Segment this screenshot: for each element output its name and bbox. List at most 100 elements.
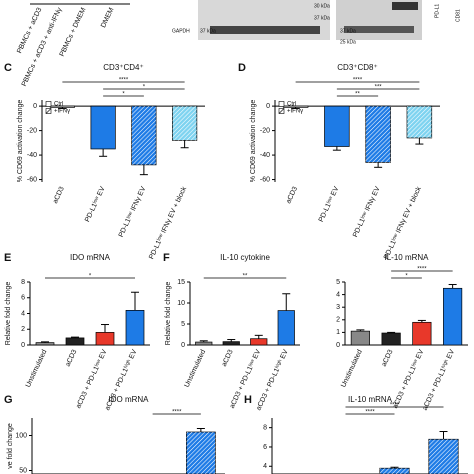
legend-label: +IFNγ [54,109,70,115]
y-tick-label: -40 [260,152,270,159]
y-axis-label: Relative fold change [165,282,172,346]
legend-label: Ctrl [54,102,63,108]
x-tick-label: aCD3 + PD-L1ˡᵒʷ EV [75,348,109,409]
x-tick-label: aCD3 [221,349,235,368]
panel-letter: H [244,394,252,406]
blot-band [210,26,320,34]
chart-title: IL-10 mRNA [384,253,429,262]
sig-label: * [143,85,146,91]
y-tick-label: 4 [336,291,340,298]
x-tick-label: aCD3 + PD-L1ʰⁱᵍʰ EV [254,348,289,412]
bar [277,310,295,346]
chart-title: IL-10 cytokine [220,253,270,262]
x-tick-label: PD-L1ˡᵒʷ IFNγ EV + block [148,185,188,260]
bar-hatch [379,468,410,474]
x-tick-label: aCD3 [381,349,395,368]
sig-label: * [89,274,92,280]
x-tick-label: PBMCs + aCD3 + anti-IFNγ [21,6,64,87]
blot-label: 37 kDa [314,15,330,21]
bar [222,341,240,346]
y-tick-label: -20 [27,127,37,134]
y-tick-label: -40 [27,152,37,159]
y-tick-label: 15 [177,279,185,286]
bar [412,321,432,346]
blot-label: 25 kDa [340,39,356,45]
bar [250,338,268,346]
y-tick-label: 0 [181,342,185,349]
y-tick-label: 1 [336,329,340,336]
sig-label: **** [172,410,182,416]
sig-label: **** [417,267,427,273]
blot-label: 37 kDa [340,28,356,34]
chart-title: IDO mRNA [70,253,111,262]
y-tick-label: 0 [21,342,25,349]
x-tick-label: aCD3 + PD-L1ʰⁱᵍʰ EV [421,348,456,412]
panel-letter: C [4,62,12,74]
panel-letter: G [4,394,13,406]
panel-letter: E [4,252,11,264]
sig-label: ** [243,274,248,280]
bar-hatch [172,106,197,141]
chart-title: CD3⁺CD8⁺ [337,63,377,72]
y-tick-label: 8 [21,279,25,286]
y-tick-label: 6 [21,295,25,302]
x-tick-label: aCD3 [285,186,299,205]
x-tick-label: PD-L1ˡᵒʷ EV [84,185,107,223]
legend-hatch [45,108,52,114]
y-tick-label: 2 [336,317,340,324]
panel-letter: D [238,62,246,74]
y-tick-label: 4 [21,310,25,317]
blot-label: 30 kDa [314,3,330,9]
bar [95,332,115,346]
sig-label: **** [390,403,400,409]
blot-band [344,26,414,33]
bar [90,105,116,150]
bar [65,337,85,346]
chart-title: IL-10 mRNA [348,395,393,404]
bar [443,287,463,346]
legend-label: Ctrl [287,102,296,108]
bar-hatch [186,432,216,474]
y-tick-label: 50 [19,467,27,474]
legend-hatch [278,108,285,114]
panel-letter: F [163,252,170,264]
legend-swatch [278,101,285,107]
sig-label: ** [355,92,360,98]
bar [125,310,145,346]
x-tick-label: DMEM [100,7,115,29]
bar-hatch [428,439,459,474]
x-tick-label: PD-L1ˡᵒʷ IFNγ EV [118,185,148,238]
chart-title: CD3⁺CD4⁺ [103,63,143,72]
bar [350,330,370,346]
x-tick-label: Unstimulated [184,349,208,389]
y-tick-label: 5 [181,321,185,328]
sig-label: * [122,92,125,98]
blot-label: PD-L1 [434,4,440,18]
x-tick-label: aCD3 + PD-L1ˡᵒʷ EV [392,348,426,409]
y-tick-label: -60 [260,176,270,183]
bar [35,342,55,346]
bar [381,332,401,346]
y-tick-label: 10 [177,300,185,307]
x-tick-label: PD-L1ˡᵒʷ IFNγ EV [352,185,382,238]
y-axis-label: % CD69 activation change [17,100,24,183]
sig-label: * [405,274,408,280]
y-axis-label: ve fold change [7,423,14,469]
sig-label: **** [365,410,375,416]
blot-label: 37 kDa [200,28,216,34]
y-tick-label: 0 [266,103,270,110]
legend-label: +IFNγ [287,109,303,115]
x-tick-label: PD-L1ˡᵒʷ EV [318,185,341,223]
sig-label: **** [119,78,129,84]
bar-hatch [131,106,157,165]
x-tick-label: aCD3 [65,349,79,368]
y-tick-label: 6 [263,444,267,451]
y-axis-label: % CD69 activation change [250,100,257,183]
y-tick-label: 4 [263,463,267,470]
y-tick-label: 5 [336,279,340,286]
x-tick-label: Unstimulated [340,349,364,389]
y-axis-label: Relative fold change [5,282,12,346]
bar [195,341,213,346]
y-tick-label: 8 [263,424,267,431]
